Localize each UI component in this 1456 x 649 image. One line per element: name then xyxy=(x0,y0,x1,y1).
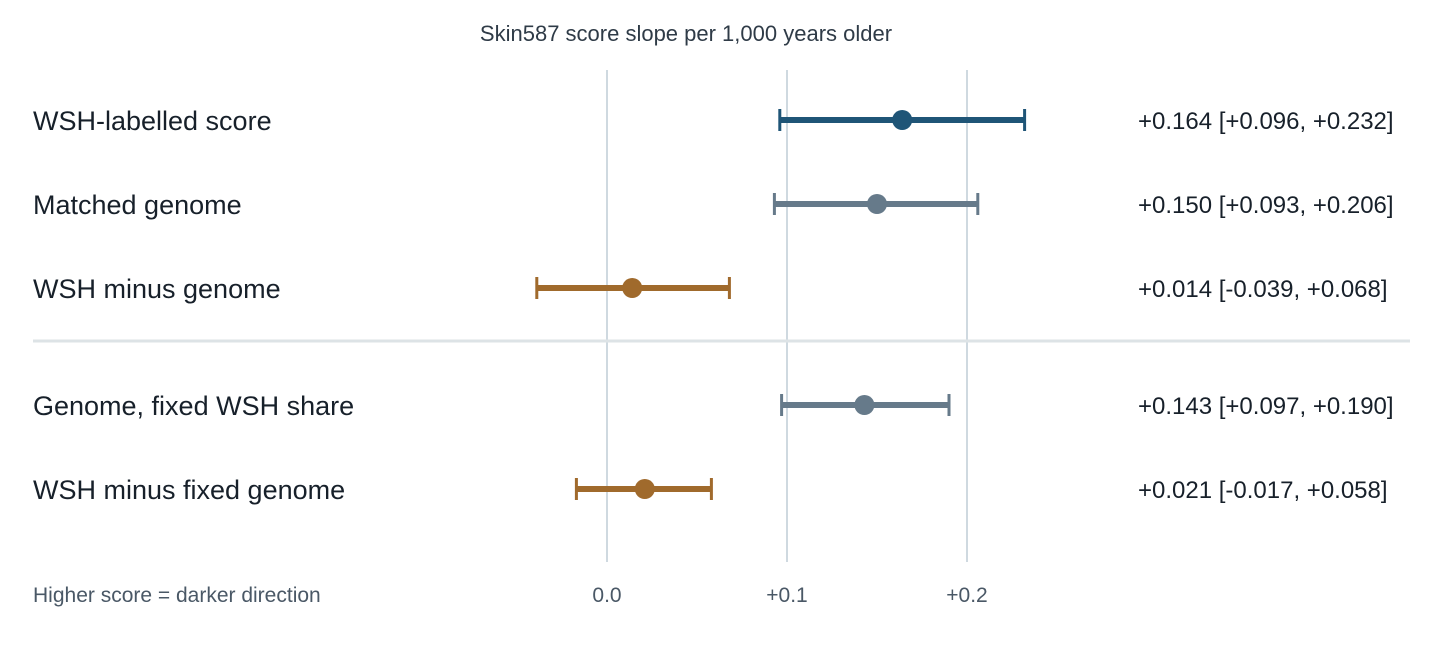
ci-text: +0.014 [-0.039, +0.068] xyxy=(1138,276,1388,303)
gridlines xyxy=(606,70,968,562)
ci-text: +0.150 [+0.093, +0.206] xyxy=(1138,192,1394,219)
chart-title: Skin587 score slope per 1,000 years olde… xyxy=(480,21,892,46)
estimate-point xyxy=(867,194,887,214)
ci-text: +0.143 [+0.097, +0.190] xyxy=(1138,393,1394,420)
x-axis-ticks: 0.0 +0.1 +0.2 xyxy=(592,584,987,607)
forest-row: WSH minus genome +0.014 [-0.039, +0.068] xyxy=(33,274,1388,304)
x-tick-label: 0.0 xyxy=(592,584,621,607)
row-label: WSH minus genome xyxy=(33,274,281,304)
row-label: WSH-labelled score xyxy=(33,106,272,136)
forest-row: Genome, fixed WSH share +0.143 [+0.097, +… xyxy=(33,391,1394,421)
forest-row: Matched genome +0.150 [+0.093, +0.206] xyxy=(33,190,1394,220)
forest-row: WSH minus fixed genome +0.021 [-0.017, +0… xyxy=(33,475,1388,505)
rows: WSH-labelled score +0.164 [+0.096, +0.232… xyxy=(33,106,1394,505)
ci-text: +0.164 [+0.096, +0.232] xyxy=(1138,108,1394,135)
estimate-point xyxy=(854,395,875,415)
estimate-point xyxy=(892,110,913,130)
estimate-point xyxy=(634,479,655,499)
row-label: Matched genome xyxy=(33,190,242,220)
forest-row: WSH-labelled score +0.164 [+0.096, +0.232… xyxy=(33,106,1394,136)
estimate-point xyxy=(622,278,643,298)
footnote: Higher score = darker direction xyxy=(33,584,321,607)
x-tick-label: +0.2 xyxy=(946,584,987,607)
row-label: Genome, fixed WSH share xyxy=(33,391,354,421)
ci-text: +0.021 [-0.017, +0.058] xyxy=(1138,477,1388,504)
x-tick-label: +0.1 xyxy=(766,584,807,607)
row-label: WSH minus fixed genome xyxy=(33,475,345,505)
